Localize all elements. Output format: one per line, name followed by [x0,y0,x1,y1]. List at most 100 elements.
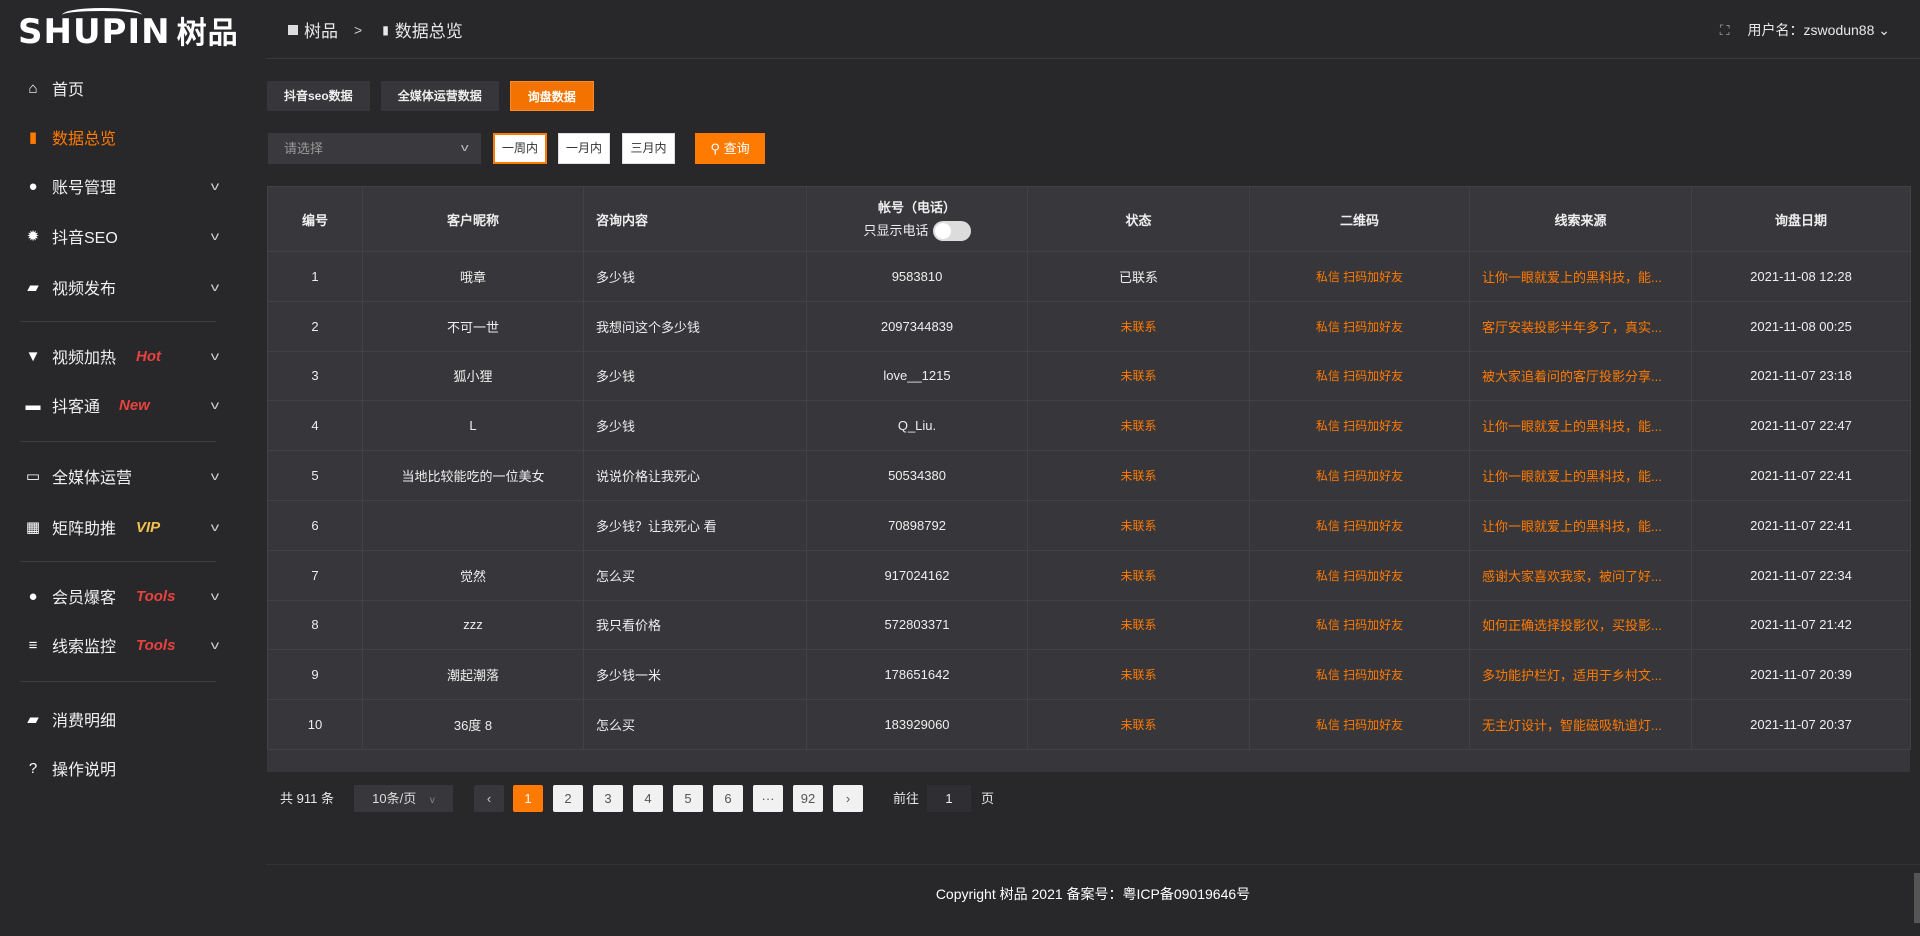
sidebar-item-6[interactable]: ▬ 抖客通 New v [0,383,258,427]
prev-page-button[interactable]: ‹ [474,785,504,812]
range-week-button[interactable]: 一周内 [493,133,547,164]
qrcode-link[interactable]: 私信 扫码加好友 [1249,549,1470,601]
chat-icon: ▬ [25,396,41,414]
qrcode-link[interactable]: 私信 扫码加好友 [1249,350,1470,402]
cell-date: 2021-11-08 12:28 [1691,251,1911,302]
table-row: 9 潮起潮落 多少钱一米 178651642 未联系 私信 扫码加好友 多功能护… [267,649,1911,701]
account-select[interactable]: 请选择 v [268,133,481,164]
source-link[interactable]: 让你一眼就爱上的黑科技，能... [1469,400,1692,452]
qrcode-link[interactable]: 私信 扫码加好友 [1249,300,1470,352]
query-button[interactable]: ⚲ 查询 [695,133,765,164]
range-month-button[interactable]: 一月内 [558,133,610,164]
cell-nickname: 当地比较能吃的一位美女 [362,450,584,501]
qrcode-link[interactable]: 私信 扫码加好友 [1249,699,1470,750]
chevron-down-icon: v [210,469,220,483]
fullscreen-icon[interactable]: ⛶ [1719,21,1730,38]
cell-id: 4 [267,400,363,452]
col-source: 线索来源 [1469,186,1692,252]
sidebar-badge: VIP [136,518,161,536]
cell-id: 8 [267,599,363,651]
tab-douyin-seo[interactable]: 抖音seo数据 [267,81,370,111]
page-button[interactable]: 92 [793,785,823,812]
table-row: 5 当地比较能吃的一位美女 说说价格让我死心 50534380 未联系 私信 扫… [267,450,1911,501]
sidebar-item-label: 抖客通 [52,399,101,416]
page-button[interactable]: 3 [593,785,623,812]
sidebar-item-label: 数据总览 [52,131,117,148]
scrollbar[interactable] [1914,873,1920,923]
home-icon: ⌂ [28,79,38,97]
sidebar-item-11[interactable]: ▰ 消费明细 [0,697,258,741]
chevron-down-icon: v [210,280,220,294]
breadcrumb-root[interactable]: 树品 [304,22,338,41]
wallet-icon: ▰ [27,711,39,728]
sidebar-item-5[interactable]: ▼ 视频加热 Hot v [0,334,258,378]
source-link[interactable]: 让你一眼就爱上的黑科技，能... [1469,251,1692,302]
sidebar-divider [20,321,216,322]
sidebar-item-label: 操作说明 [52,762,117,779]
source-link[interactable]: 无主灯设计，智能磁吸轨道灯... [1469,699,1692,750]
next-page-button[interactable]: › [833,785,863,812]
cell-status: 未联系 [1027,450,1250,501]
qrcode-link[interactable]: 私信 扫码加好友 [1249,400,1470,452]
cell-content: 怎么买 [583,699,807,750]
range-3month-button[interactable]: 三月内 [622,133,675,164]
sidebar-item-1[interactable]: ▮ 数据总览 [0,115,258,159]
qrcode-link[interactable]: 私信 扫码加好友 [1249,499,1470,551]
page-button[interactable]: 4 [633,785,663,812]
cell-status: 未联系 [1027,400,1250,452]
sidebar-item-4[interactable]: ▰ 视频发布 v [0,265,258,309]
sidebar-badge: New [119,396,150,414]
goto-label: 前往 [893,791,920,806]
source-link[interactable]: 感谢大家喜欢我家，被问了好... [1469,549,1692,601]
qrcode-link[interactable]: 私信 扫码加好友 [1249,450,1470,501]
cell-content: 我想问这个多少钱 [583,300,807,352]
sidebar-item-7[interactable]: ▭ 全媒体运营 v [0,454,258,498]
cell-account: 70898792 [806,499,1028,551]
logo: SHUPIN 树品 [18,8,239,52]
source-link[interactable]: 让你一眼就爱上的黑科技，能... [1469,450,1692,501]
cell-date: 2021-11-07 20:37 [1691,699,1911,750]
chevron-down-icon: ⌄ [1878,22,1890,38]
qrcode-link[interactable]: 私信 扫码加好友 [1249,599,1470,651]
qrcode-link[interactable]: 私信 扫码加好友 [1249,251,1470,302]
sidebar-item-9[interactable]: ● 会员爆客 Tools v [0,574,258,618]
cell-status: 未联系 [1027,549,1250,601]
sidebar-item-10[interactable]: ≡ 线索监控 Tools v [0,623,258,667]
tab-inquiry[interactable]: 询盘数据 [509,81,594,111]
source-link[interactable]: 客厅安装投影半年多了，真实... [1469,300,1692,352]
source-link[interactable]: 让你一眼就爱上的黑科技，能... [1469,499,1692,551]
col-account: 帐号（电话） 只显示电话 [806,186,1028,252]
cell-account: 178651642 [806,649,1028,701]
sidebar-item-12[interactable]: ? 操作说明 [0,746,258,790]
query-label: 查询 [723,141,750,156]
cell-account: Q_Liu. [806,400,1028,452]
bar-chart-icon: ▮ [382,22,389,37]
chevron-down-icon: v [210,349,220,363]
tab-all-media[interactable]: 全媒体运营数据 [380,81,499,111]
page-size-select[interactable]: 10条/页 v [354,785,453,812]
page-button[interactable]: ··· [753,785,783,812]
user-menu[interactable]: 用户名：zswodun88 ⌄ [1748,20,1890,40]
footer-divider [266,864,1920,865]
sidebar-item-label: 账号管理 [52,180,117,197]
page-button[interactable]: 5 [673,785,703,812]
page-button[interactable]: 6 [713,785,743,812]
source-link[interactable]: 多功能护栏灯，适用于乡村文... [1469,649,1692,701]
sidebar-item-8[interactable]: ▦ 矩阵助推 VIP v [0,505,258,549]
sidebar-divider [20,561,216,562]
cell-account: 50534380 [806,450,1028,501]
sidebar-item-0[interactable]: ⌂ 首页 [0,66,258,110]
source-link[interactable]: 如何正确选择投影仪，买投影... [1469,599,1692,651]
source-link[interactable]: 被大家追着问的客厅投影分享... [1469,350,1692,402]
goto-page-input[interactable]: 1 [927,785,971,812]
sidebar-item-label: 抖音SEO [52,230,118,247]
sidebar-item-2[interactable]: ● 账号管理 v [0,164,258,208]
flame-icon: ▼ [25,347,41,365]
page-button[interactable]: 2 [553,785,583,812]
sidebar-item-3[interactable]: ✹ 抖音SEO v [0,214,258,258]
phone-only-toggle[interactable] [932,221,971,242]
page-size-value: 10条/页 [372,791,417,806]
col-date: 询盘日期 [1691,186,1911,252]
qrcode-link[interactable]: 私信 扫码加好友 [1249,649,1470,701]
page-button[interactable]: 1 [513,785,543,812]
